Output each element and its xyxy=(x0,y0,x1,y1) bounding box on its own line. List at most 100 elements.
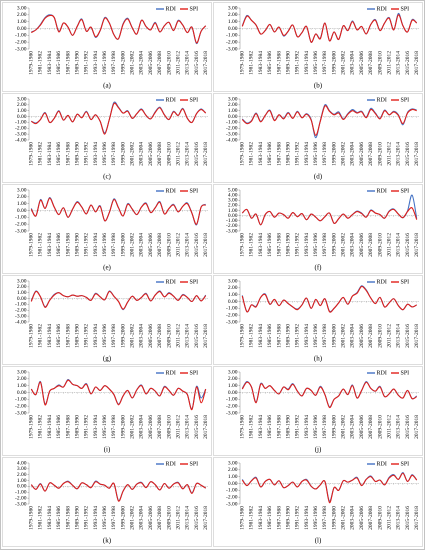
x-tick-label: 1993-1994 xyxy=(93,324,99,348)
x-tick-label: 2009-2010 xyxy=(166,506,172,530)
x-tick-label: 1983-1984 xyxy=(258,415,264,439)
series-line xyxy=(30,290,207,310)
panel-border xyxy=(213,366,423,456)
x-tick-label: 1985-1986 xyxy=(267,324,273,348)
x-tick-label: 1981-1982 xyxy=(38,506,44,530)
x-tick-label: 1995-1996 xyxy=(102,506,108,530)
x-tick-label: 1983-1984 xyxy=(258,324,264,348)
x-tick-label: 2005-2006 xyxy=(148,142,154,166)
x-tick-label: 2011-2012 xyxy=(175,233,181,257)
x-tick-label: 1999-2000 xyxy=(331,506,337,530)
x-tick-label: 1999-2000 xyxy=(331,233,337,257)
legend-label: SPI xyxy=(401,6,410,12)
x-tick-label: 1993-1994 xyxy=(304,415,310,439)
x-tick-label: 2017-2018 xyxy=(414,142,420,166)
x-tick-label: 2003-2004 xyxy=(350,51,356,75)
x-tick-label: 2015-2016 xyxy=(194,51,200,75)
x-tick-label: 1995-1996 xyxy=(313,51,319,75)
x-tick-label: 2001-2002 xyxy=(341,506,347,530)
x-tick-label: 1983-1984 xyxy=(47,233,53,257)
x-tick-label: 2001-2002 xyxy=(130,51,136,75)
series-line xyxy=(241,14,418,43)
y-tick-label: -2.00 xyxy=(226,312,238,318)
x-tick-label: 2011-2012 xyxy=(175,415,181,439)
y-tick-label: -2.00 xyxy=(15,308,27,314)
x-tick-label: 1987-1988 xyxy=(276,51,282,75)
x-tick-label: 1995-1996 xyxy=(102,142,108,166)
panel-border xyxy=(213,184,423,274)
x-tick-label: 2009-2010 xyxy=(166,415,172,439)
panel-border xyxy=(213,2,423,92)
x-tick-label: 2017-2018 xyxy=(414,51,420,75)
y-tick-label: 0.00 xyxy=(17,296,27,302)
x-tick-label: 2001-2002 xyxy=(341,51,347,75)
x-tick-label: 1985-1986 xyxy=(56,415,62,439)
y-tick-label: 4.00 xyxy=(17,460,27,466)
x-tick-label: 2017-2018 xyxy=(414,233,420,257)
x-tick-label: 1985-1986 xyxy=(56,233,62,257)
x-tick-label: 2007-2008 xyxy=(368,51,374,75)
legend-label: RDI xyxy=(377,279,387,285)
x-tick-label: 2015-2016 xyxy=(405,324,411,348)
panel-title: (h) xyxy=(314,355,323,363)
y-tick-label: 0.00 xyxy=(228,390,238,396)
x-tick-label: 1987-1988 xyxy=(276,415,282,439)
x-tick-label: 2007-2008 xyxy=(368,415,374,439)
y-tick-label: -2.00 xyxy=(15,495,27,501)
x-tick-label: 1983-1984 xyxy=(258,51,264,75)
x-tick-label: 2001-2002 xyxy=(130,415,136,439)
x-tick-label: 1997-1998 xyxy=(322,51,328,75)
series-line xyxy=(241,285,417,313)
legend-label: SPI xyxy=(401,370,410,376)
y-tick-label: 0.00 xyxy=(17,26,27,32)
y-tick-label: -1.00 xyxy=(226,397,238,403)
x-tick-label: 1983-1984 xyxy=(47,506,53,530)
y-tick-label: 1.00 xyxy=(17,383,27,389)
x-tick-label: 1993-1994 xyxy=(304,142,310,166)
panel-border xyxy=(2,275,212,365)
y-tick-label: -3.00 xyxy=(226,131,238,137)
x-tick-label: 2017-2018 xyxy=(203,506,209,530)
x-tick-label: 2005-2006 xyxy=(359,324,365,348)
x-tick-label: 1991-1992 xyxy=(295,233,301,257)
x-tick-label: 1985-1986 xyxy=(56,142,62,166)
y-tick-label: 2.00 xyxy=(228,102,238,108)
x-tick-label: 2015-2016 xyxy=(194,506,200,530)
y-tick-label: 3.00 xyxy=(228,96,238,102)
x-tick-label: 1999-2000 xyxy=(331,415,337,439)
x-tick-label: 2011-2012 xyxy=(386,233,392,257)
x-tick-label: 1991-1992 xyxy=(84,51,90,75)
x-tick-label: 1981-1982 xyxy=(38,324,44,348)
legend-label: SPI xyxy=(190,6,199,12)
x-tick-label: 2001-2002 xyxy=(341,142,347,166)
x-tick-label: 2003-2004 xyxy=(350,324,356,348)
x-tick-label: 1997-1998 xyxy=(322,233,328,257)
y-tick-label: 0.00 xyxy=(17,208,27,214)
x-tick-label: 2013-2014 xyxy=(185,51,191,75)
x-tick-label: 2013-2014 xyxy=(185,415,191,439)
x-tick-label: 2013-2014 xyxy=(396,233,402,257)
x-tick-label: 2005-2006 xyxy=(359,51,365,75)
x-tick-label: 1997-1998 xyxy=(111,51,117,75)
legend-label: RDI xyxy=(166,188,176,194)
panel-border xyxy=(2,2,212,92)
panel-title: (k) xyxy=(103,537,112,545)
series-line xyxy=(241,105,417,136)
x-tick-label: 1983-1984 xyxy=(47,415,53,439)
x-tick-label: 1993-1994 xyxy=(93,51,99,75)
y-tick-label: -1.00 xyxy=(15,120,27,126)
x-tick-label: 2001-2002 xyxy=(130,324,136,348)
legend-label: RDI xyxy=(377,461,387,467)
y-tick-label: 2.00 xyxy=(228,12,238,18)
x-tick-label: 1991-1992 xyxy=(84,506,90,530)
panel-title: (a) xyxy=(103,82,111,90)
y-tick-label: 0.00 xyxy=(228,481,238,487)
y-tick-label: -1.00 xyxy=(15,215,27,221)
y-tick-label: -4.00 xyxy=(226,137,238,143)
x-tick-label: 2003-2004 xyxy=(350,142,356,166)
x-tick-label: 1981-1982 xyxy=(38,415,44,439)
y-tick-label: -2.00 xyxy=(15,403,27,409)
x-tick-label: 2009-2010 xyxy=(377,142,383,166)
x-tick-label: 1987-1988 xyxy=(276,142,282,166)
